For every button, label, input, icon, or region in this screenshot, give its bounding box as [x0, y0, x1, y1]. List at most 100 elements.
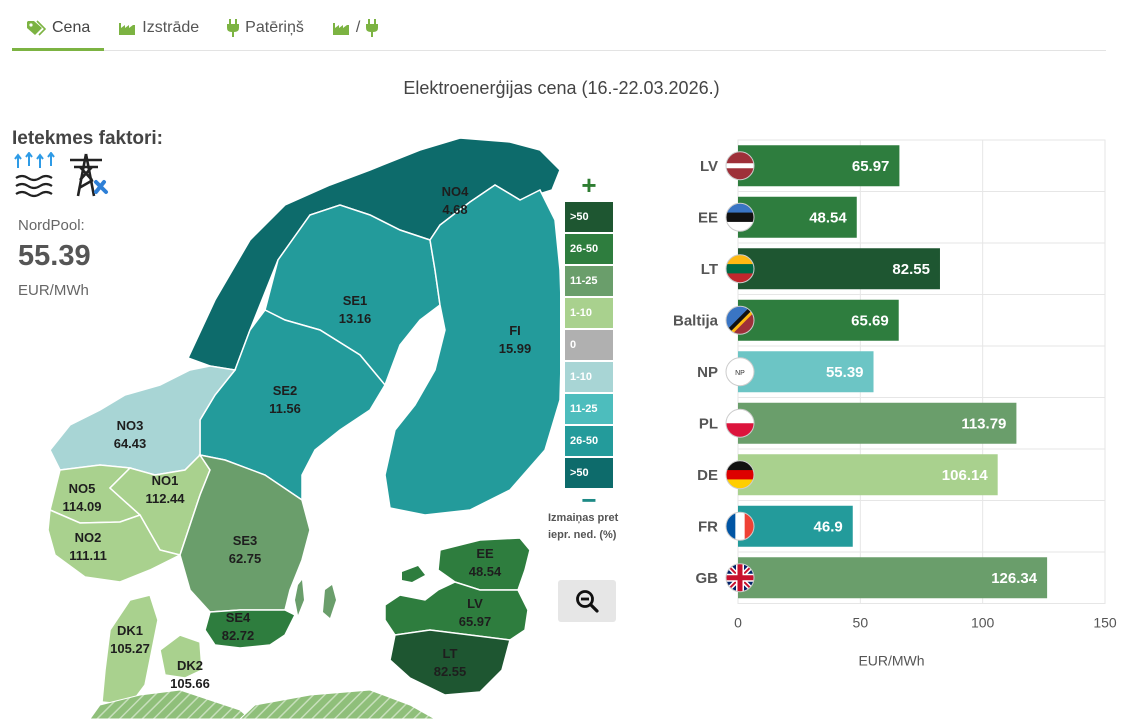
tab-cena[interactable]: Cena: [12, 8, 105, 51]
category-label: EE: [698, 209, 718, 226]
svg-text:NP: NP: [735, 370, 745, 377]
island-gotland: [323, 585, 336, 618]
legend-caption-line2: iepr. ned. (%): [548, 529, 617, 541]
zone-label-se1: SE1: [343, 293, 368, 308]
tab-label: Cena: [52, 19, 91, 36]
nordpool-unit: EUR/MWh: [18, 282, 89, 299]
legend-increase-symbol: +: [581, 170, 597, 200]
zone-label-dk2: DK2: [177, 658, 203, 673]
bar-gb[interactable]: [738, 557, 1048, 599]
zone-label-se2: SE2: [273, 383, 298, 398]
factors-title: Ietekmes faktori:: [12, 128, 164, 149]
legend-item: 0: [565, 330, 613, 362]
zone-value-dk2: 105.66: [170, 676, 210, 691]
zone-value-fi: 15.99: [499, 341, 532, 356]
bar-np[interactable]: [738, 351, 874, 393]
bar-value-label: 113.79: [961, 415, 1006, 432]
bar-lt[interactable]: [738, 248, 940, 290]
zone-value-no4: 4.68: [442, 202, 467, 217]
tab-bar: Cena Izstrāde Patēriņš /: [12, 8, 1106, 51]
zone-label-no2: NO2: [75, 530, 102, 545]
legend-item: 26-50: [565, 234, 613, 266]
legend-items: >50 26-50 11-25 1-10 0 1-10 11-25 26-50 >50: [565, 202, 613, 490]
zone-se4[interactable]: [204, 609, 297, 649]
tab-izstrade-paterins[interactable]: /: [318, 8, 392, 48]
legend-item: >50: [565, 202, 613, 234]
bar-value-label: 65.69: [851, 312, 889, 329]
zone-value-no1: 112.44: [145, 491, 185, 506]
tag-icon: [27, 20, 46, 36]
legend-item: 26-50: [565, 426, 613, 458]
legend-item: 11-25: [565, 394, 613, 426]
bar-fr[interactable]: [738, 505, 853, 547]
france-flag-icon: [725, 511, 755, 541]
map-legend: + >50 26-50 11-25 1-10 0 1-10 11-25 26-50 >50 −: [565, 170, 613, 513]
bar-de[interactable]: [738, 454, 998, 496]
zone-value-se1: 13.16: [339, 311, 372, 326]
plug-icon: [227, 19, 240, 37]
zone-lv[interactable]: [384, 581, 529, 641]
poland-flag-icon: [725, 408, 755, 438]
bar-value-label: 106.14: [942, 467, 989, 484]
uk-flag-icon: [725, 563, 755, 593]
bar-ee[interactable]: [738, 196, 857, 238]
bar-baltija[interactable]: [738, 299, 899, 341]
bar-pl[interactable]: [738, 402, 1017, 444]
zone-label-no1: NO1: [152, 473, 179, 488]
zone-labels: NO4 4.68 SE1 13.16 FI 15.99 SE2 11.56 NO3 64.43 NO…: [62, 184, 531, 691]
category-label: LT: [701, 261, 718, 278]
zone-poland-hatched: [239, 689, 437, 719]
zone-value-se3: 62.75: [229, 551, 262, 566]
latvia-flag-icon: [725, 151, 755, 181]
bar-value-label: 46.9: [814, 518, 843, 535]
zone-dk1[interactable]: [101, 594, 159, 706]
bar-value-label: 126.34: [991, 570, 1038, 587]
zone-value-se4: 82.72: [222, 628, 255, 643]
zone-label-no4: NO4: [442, 184, 470, 199]
legend-item: 11-25: [565, 266, 613, 298]
island-saaremaa: [402, 566, 425, 582]
price-bar-chart: 0 50 100 150 EUR/MWh 65.97 LV 48.54 EE 82.55 LT 65.…: [673, 139, 1117, 669]
factory-icon: [119, 23, 136, 35]
zone-label-lv: LV: [467, 596, 483, 611]
bar-value-label: 82.55: [892, 261, 930, 278]
zone-value-lt: 82.55: [434, 664, 467, 679]
category-label: GB: [696, 570, 719, 587]
tab-label: /: [355, 19, 361, 36]
zone-lt[interactable]: [389, 629, 511, 696]
category-label: DE: [697, 467, 718, 484]
factor-icons: [14, 152, 110, 198]
factory-icon: [332, 23, 349, 35]
zone-dk2[interactable]: [159, 634, 203, 679]
zone-label-fi: FI: [509, 323, 521, 338]
zone-label-lt: LT: [443, 646, 458, 661]
zone-ee[interactable]: [437, 537, 531, 591]
nordpool-label: NordPool:: [18, 217, 85, 234]
zone-label-no3: NO3: [117, 418, 144, 433]
tab-paterins[interactable]: Patēriņš: [213, 8, 318, 48]
power-line-repair-icon[interactable]: [66, 152, 110, 198]
tab-izstrade[interactable]: Izstrāde: [104, 8, 213, 48]
estonia-flag-icon: [725, 202, 755, 232]
x-tick-label: 100: [971, 615, 995, 631]
zone-fi[interactable]: [384, 184, 560, 516]
bar-lv[interactable]: [738, 145, 900, 187]
category-label: FR: [698, 518, 718, 535]
category-label: NP: [697, 364, 718, 381]
x-tick-label: 150: [1093, 615, 1117, 631]
legend-caption-line1: Izmaiņas pret: [548, 512, 619, 524]
tab-label: Patēriņš: [245, 19, 304, 36]
zone-value-dk1: 105.27: [110, 641, 150, 656]
x-tick-label: 0: [734, 615, 742, 631]
zoom-out-button[interactable]: [558, 580, 616, 622]
legend-item: >50: [565, 458, 613, 490]
nordpool-value: 55.39: [18, 240, 91, 272]
zone-value-no2: 111.11: [69, 548, 107, 563]
zone-value-se2: 11.56: [269, 401, 301, 416]
zone-no2[interactable]: [47, 508, 183, 583]
x-axis-title: EUR/MWh: [858, 653, 924, 669]
page-title: Elektroenerģijas cena (16.-22.03.2026.): [403, 78, 720, 98]
weather-wind-rain-icon[interactable]: [14, 152, 56, 198]
zone-value-lv: 65.97: [459, 614, 492, 629]
zone-label-se3: SE3: [233, 533, 258, 548]
